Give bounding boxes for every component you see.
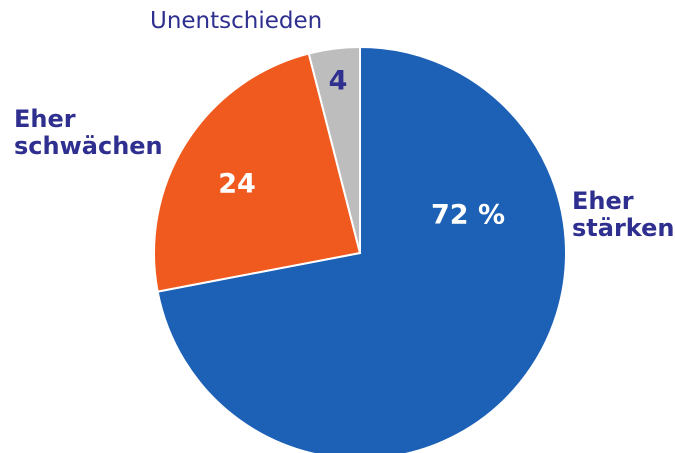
pie-slice <box>307 45 361 254</box>
category-label: Eher stärken <box>572 187 675 242</box>
category-label: Unentschieden <box>150 8 323 34</box>
value-label: 24 <box>218 169 256 200</box>
pie-slice <box>153 52 362 293</box>
value-label: 72 % <box>431 200 505 231</box>
pie-slice <box>156 45 567 453</box>
category-label: Eher schwächen <box>14 105 163 160</box>
value-label: 4 <box>329 66 348 97</box>
